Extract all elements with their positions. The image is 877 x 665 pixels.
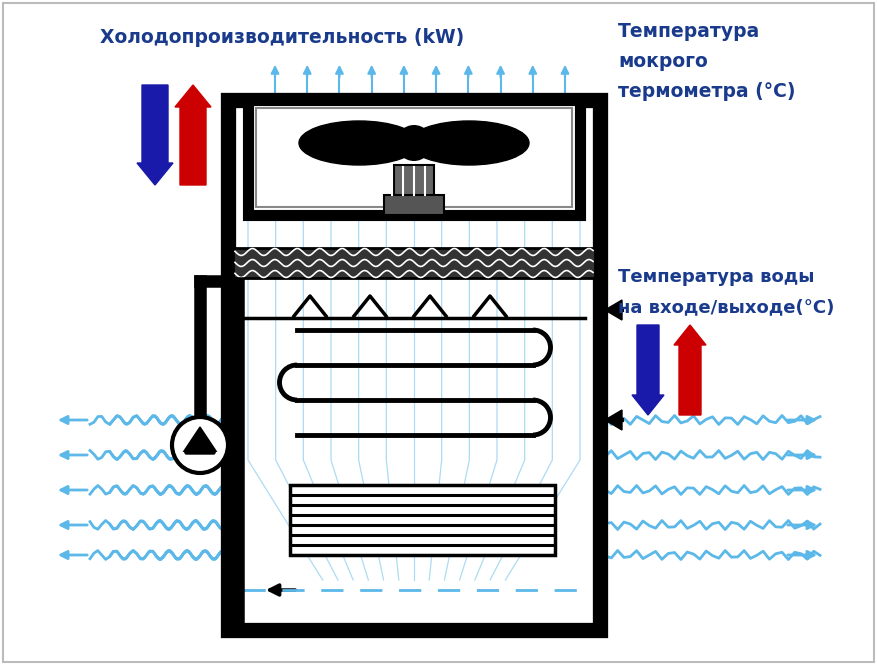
Ellipse shape bbox=[409, 121, 529, 165]
Polygon shape bbox=[605, 410, 622, 430]
Text: на входе/выходе(°C): на входе/выходе(°C) bbox=[618, 298, 834, 316]
Bar bbox=[394, 165, 434, 197]
Circle shape bbox=[172, 417, 228, 473]
Circle shape bbox=[396, 125, 432, 161]
Bar bbox=[290, 485, 555, 555]
Text: Температура воды: Температура воды bbox=[618, 268, 815, 286]
Text: термометра (°C): термометра (°C) bbox=[618, 82, 795, 101]
Ellipse shape bbox=[299, 121, 419, 165]
Bar bbox=[384, 195, 444, 215]
FancyArrow shape bbox=[674, 325, 706, 415]
FancyArrow shape bbox=[632, 325, 664, 415]
Polygon shape bbox=[182, 427, 218, 454]
Text: Холодопроизводительность (kW): Холодопроизводительность (kW) bbox=[100, 28, 464, 47]
FancyArrow shape bbox=[175, 85, 211, 185]
Polygon shape bbox=[605, 300, 622, 320]
Bar bbox=[248, 100, 580, 215]
Bar bbox=[228, 100, 600, 630]
Text: мокрого: мокрого bbox=[618, 52, 708, 71]
Bar bbox=[256, 108, 572, 207]
Bar bbox=[233, 248, 595, 278]
Text: Температура: Температура bbox=[618, 22, 760, 41]
FancyArrow shape bbox=[137, 85, 173, 185]
